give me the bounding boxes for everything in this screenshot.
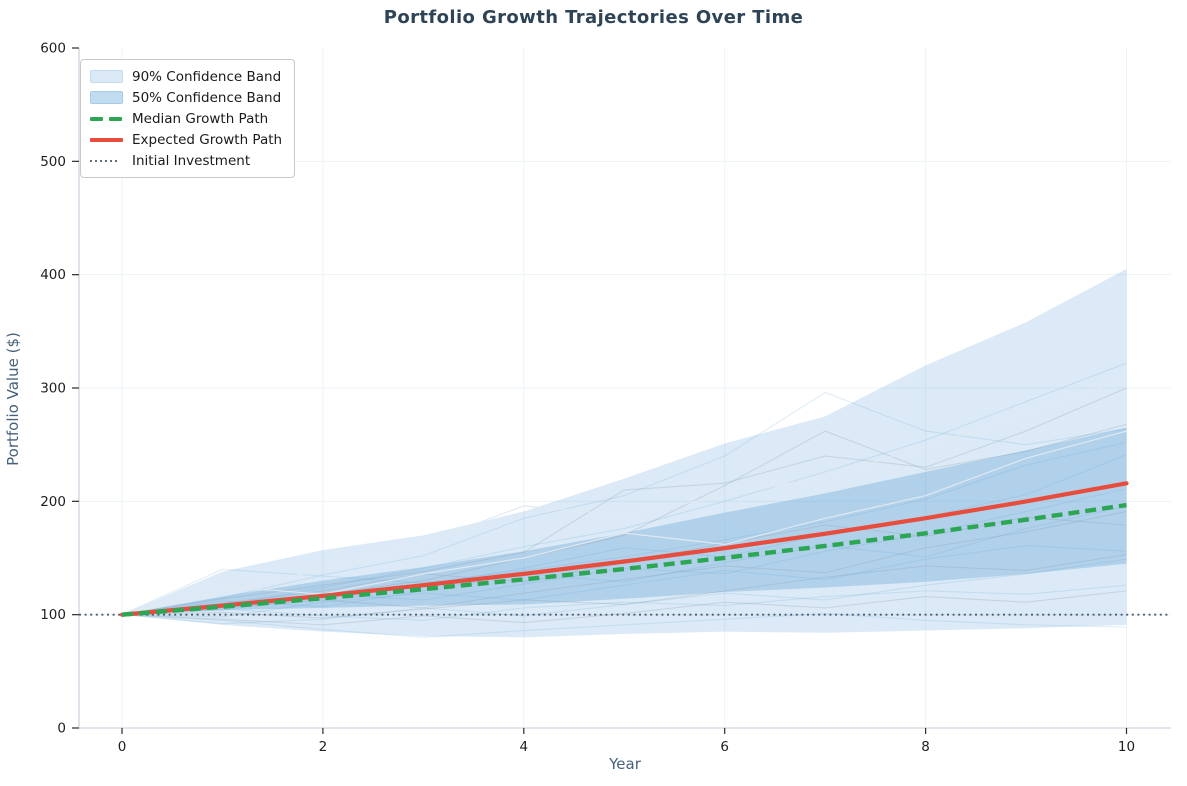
- x-tick-label: 4: [520, 739, 529, 755]
- sample-path: [121, 510, 1127, 616]
- legend-item: Expected Growth Path: [90, 129, 282, 150]
- legend-item: 90% Confidence Band: [90, 66, 282, 87]
- legend-swatch-patch-icon: [90, 91, 123, 104]
- legend-item: 50% Confidence Band: [90, 87, 282, 108]
- x-tick-label: 10: [1118, 739, 1135, 755]
- y-tick-label: 200: [40, 494, 66, 510]
- legend-swatch-solid-icon: [90, 137, 123, 142]
- y-tick-label: 500: [40, 154, 66, 170]
- y-tick-label: 300: [40, 381, 66, 397]
- y-tick-label: 100: [40, 607, 66, 623]
- sample-path: [121, 612, 1127, 638]
- sample-path: [121, 378, 1127, 616]
- y-tick-label: 400: [40, 267, 66, 283]
- sample-path: [121, 430, 1127, 616]
- sample-path: [121, 558, 1127, 625]
- legend-item: Initial Investment: [90, 150, 282, 171]
- legend-swatch-dashed-icon: [90, 116, 123, 121]
- sample-path: [121, 590, 1127, 626]
- x-axis-label: Year: [609, 755, 641, 773]
- x-tick-label: 6: [720, 739, 729, 755]
- band-50: [122, 427, 1127, 615]
- sample-path: [121, 441, 1127, 616]
- sample-path: [121, 544, 1127, 618]
- chart-title: Portfolio Growth Trajectories Over Time: [383, 7, 804, 28]
- sample-path: [121, 584, 1127, 621]
- y-tick-label: 0: [57, 721, 66, 737]
- band-90: [122, 269, 1127, 638]
- sample-path: [121, 554, 1127, 619]
- expected-growth-line: [119, 481, 1129, 617]
- legend-label: Initial Investment: [132, 152, 251, 169]
- sample-path: [121, 362, 1127, 616]
- legend: 90% Confidence Band 50% Confidence Band Me…: [80, 59, 296, 178]
- legend-label: 50% Confidence Band: [132, 89, 282, 106]
- x-tick-label: 8: [921, 739, 930, 755]
- sample-path: [121, 387, 1127, 616]
- legend-item: Median Growth Path: [90, 108, 282, 129]
- y-tick-label: 600: [40, 41, 66, 57]
- legend-swatch-patch-icon: [90, 70, 123, 83]
- legend-label: 90% Confidence Band: [132, 68, 282, 85]
- median-growth-line: [121, 502, 1127, 617]
- legend-swatch-dotted-icon: [90, 159, 123, 162]
- legend-label: Median Growth Path: [132, 110, 269, 127]
- sample-path: [121, 505, 1127, 616]
- legend-label: Expected Growth Path: [132, 131, 283, 148]
- x-tick-label: 0: [118, 739, 127, 755]
- x-tick-label: 2: [319, 739, 328, 755]
